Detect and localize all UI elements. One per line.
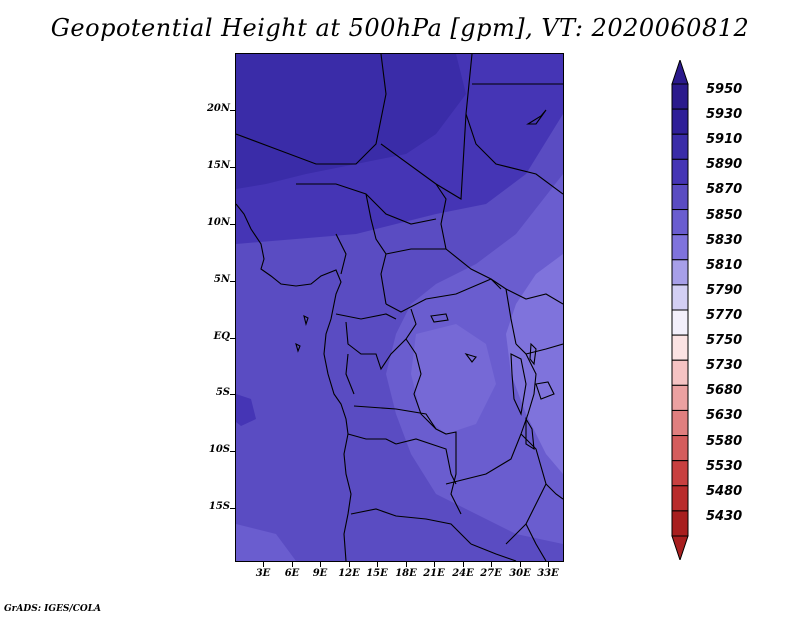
lat-label-20n: 20N xyxy=(206,103,230,114)
lat-label-15s: 15S xyxy=(208,501,230,512)
colorbar-label: 5810 xyxy=(706,257,743,273)
country-borders xyxy=(236,54,563,561)
colorbar-label: 5770 xyxy=(706,308,743,323)
colorbar-segment xyxy=(671,234,689,261)
colorbar-segment xyxy=(671,158,689,185)
grads-credit: GrADS: IGES/COLA xyxy=(4,604,102,614)
field-5830-central xyxy=(411,324,496,434)
colorbar-label: 5870 xyxy=(706,182,743,198)
map-panel xyxy=(235,53,564,562)
field-5890-atlantic xyxy=(236,394,256,426)
lat-tick xyxy=(230,281,235,282)
colorbar-label: 5910 xyxy=(706,132,743,148)
colorbar-segment xyxy=(671,108,689,135)
colorbar-label: 5580 xyxy=(706,433,743,449)
lon-label-30e: 30E xyxy=(509,568,531,579)
colorbar-segment xyxy=(671,133,689,160)
colorbar-bottom-arrow xyxy=(671,535,689,560)
lon-label-33e: 33E xyxy=(537,568,559,579)
colorbar-segment xyxy=(671,309,689,336)
colorbar-segment xyxy=(671,384,689,411)
map-title: Geopotential Height at 500hPa [gpm], VT:… xyxy=(50,14,750,42)
colorbar-segment xyxy=(671,284,689,311)
colorbar-label: 5750 xyxy=(706,333,743,349)
lon-label-12e: 12E xyxy=(338,568,360,579)
lon-label-18e: 18E xyxy=(395,568,417,579)
lon-label-27e: 27E xyxy=(480,568,502,579)
colorbar-segment xyxy=(671,409,689,437)
lon-tick xyxy=(320,562,321,567)
lat-label-15n: 15N xyxy=(206,160,230,171)
colorbar xyxy=(671,60,689,560)
lat-label-10n: 10N xyxy=(206,217,230,228)
colorbar-segment xyxy=(671,485,689,512)
colorbar-segment xyxy=(671,435,689,462)
colorbar-label: 5830 xyxy=(706,232,743,248)
colorbar-label: 5790 xyxy=(706,282,743,298)
lon-tick xyxy=(406,562,407,567)
field-5850-southwest xyxy=(236,524,296,561)
lon-label-3e: 3E xyxy=(255,568,271,579)
lon-tick xyxy=(548,562,549,567)
lon-tick xyxy=(263,562,264,567)
colorbar-label: 5930 xyxy=(706,107,743,123)
colorbar-segment xyxy=(671,334,689,361)
colorbar-segment xyxy=(671,183,689,211)
colorbar-segment xyxy=(671,259,689,286)
lon-tick xyxy=(292,562,293,567)
colorbar-label: 5480 xyxy=(706,483,743,499)
colorbar-label: 5730 xyxy=(706,358,743,374)
colorbar-segment xyxy=(671,83,689,110)
lon-tick xyxy=(349,562,350,567)
lat-label-10s: 10S xyxy=(208,444,230,455)
lon-tick xyxy=(434,562,435,567)
colorbar-label: 5890 xyxy=(706,157,743,173)
colorbar-label: 5630 xyxy=(706,408,743,424)
lon-tick xyxy=(491,562,492,567)
lat-tick xyxy=(230,167,235,168)
lat-tick xyxy=(230,451,235,452)
lat-label-5s: 5S xyxy=(215,387,230,398)
lat-label-5n: 5N xyxy=(213,274,230,285)
lat-label-eq: EQ xyxy=(213,331,230,342)
colorbar-top-arrow xyxy=(671,60,689,85)
lon-label-6e: 6E xyxy=(284,568,300,579)
lon-tick xyxy=(520,562,521,567)
colorbar-label: 5530 xyxy=(706,458,743,474)
lon-tick xyxy=(377,562,378,567)
colorbar-label: 5950 xyxy=(706,82,743,97)
lat-tick xyxy=(230,338,235,339)
colorbar-segment xyxy=(671,359,689,386)
colorbar-segment xyxy=(671,510,689,537)
lon-label-9e: 9E xyxy=(312,568,328,579)
lat-tick xyxy=(230,110,235,111)
geopotential-map xyxy=(236,54,563,561)
lon-label-21e: 21E xyxy=(423,568,445,579)
lon-label-15e: 15E xyxy=(366,568,388,579)
colorbar-segment xyxy=(671,209,689,236)
colorbar-label: 5430 xyxy=(706,508,743,524)
colorbar-label: 5850 xyxy=(706,207,743,223)
lat-tick xyxy=(230,394,235,395)
colorbar-segment xyxy=(671,460,689,487)
lon-tick xyxy=(463,562,464,567)
lon-label-24e: 24E xyxy=(452,568,474,579)
colorbar-label: 5680 xyxy=(706,383,743,399)
lat-tick xyxy=(230,508,235,509)
lat-tick xyxy=(230,224,235,225)
